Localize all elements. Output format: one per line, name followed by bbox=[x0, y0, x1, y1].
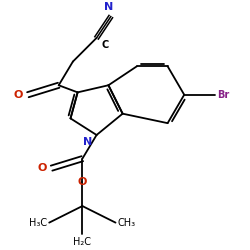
Text: H₃C: H₃C bbox=[29, 218, 47, 228]
Text: Br: Br bbox=[217, 90, 230, 100]
Text: C: C bbox=[101, 40, 108, 50]
Text: H₂C: H₂C bbox=[73, 237, 91, 247]
Text: CH₃: CH₃ bbox=[118, 218, 136, 228]
Text: N: N bbox=[82, 137, 92, 147]
Text: O: O bbox=[14, 90, 23, 100]
Text: N: N bbox=[104, 2, 113, 12]
Text: O: O bbox=[38, 163, 47, 173]
Text: O: O bbox=[78, 177, 87, 187]
